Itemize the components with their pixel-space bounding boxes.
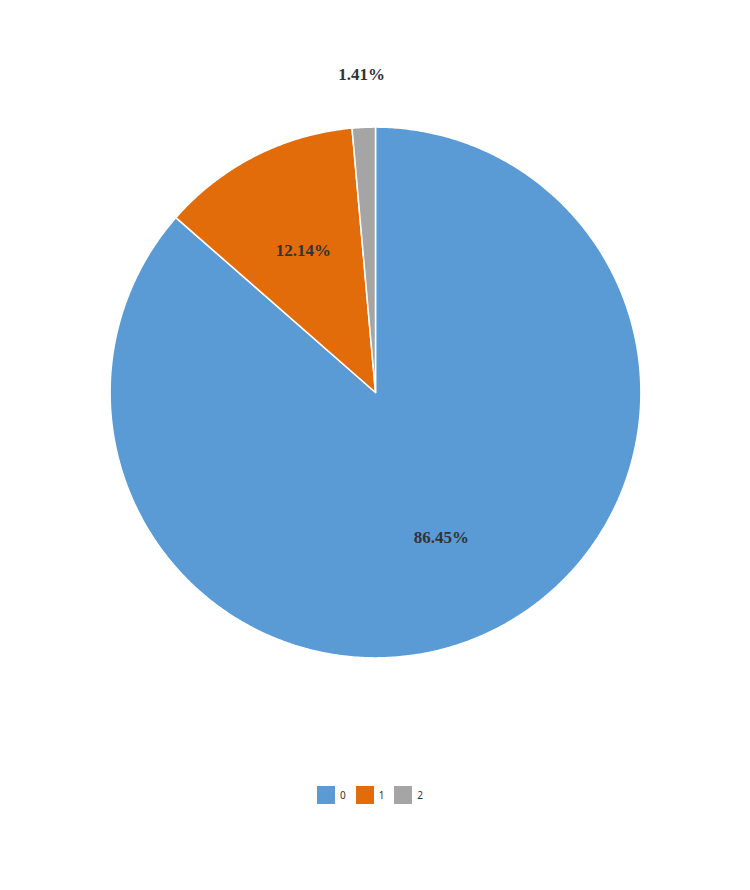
svg-text:1.41%: 1.41%	[338, 65, 385, 84]
svg-text:86.45%: 86.45%	[414, 528, 469, 547]
html-text:2: 2	[417, 787, 424, 802]
svg-text:12.14%: 12.14%	[276, 241, 331, 260]
html-text:0: 0	[339, 787, 346, 802]
html-text:1: 1	[378, 787, 385, 802]
